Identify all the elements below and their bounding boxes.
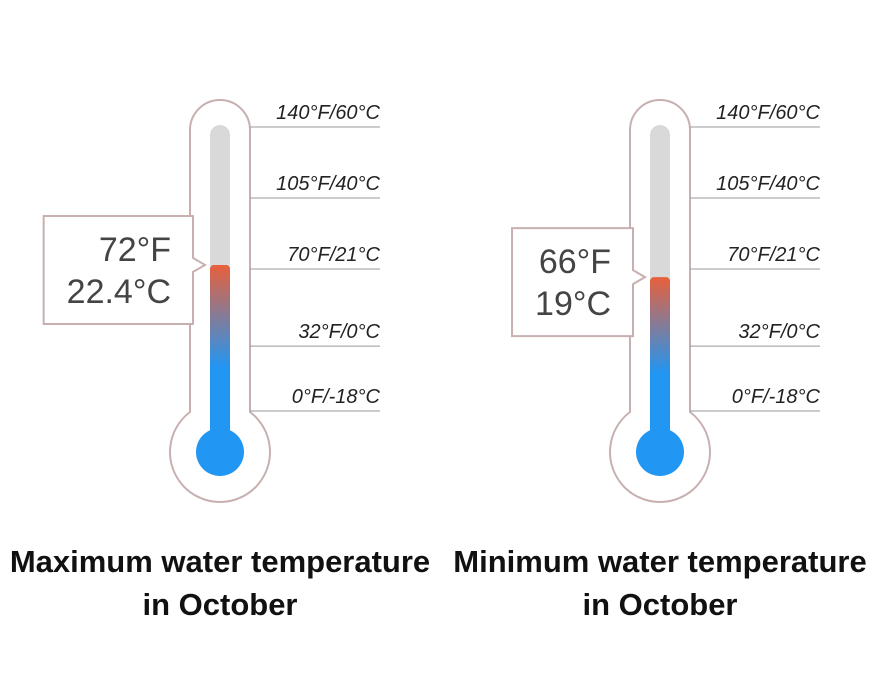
- bulb: [196, 428, 244, 476]
- tick-label: 105°F/40°C: [716, 173, 820, 195]
- tick-label: 105°F/40°C: [276, 173, 380, 195]
- chart-title: Maximum water temperature in October: [9, 544, 431, 622]
- bulb: [636, 428, 684, 476]
- mercury: [210, 264, 230, 452]
- tick-label: 0°F/-18°C: [292, 386, 381, 408]
- tick-label: 140°F/60°C: [276, 102, 380, 124]
- value-label: 72°F: [99, 231, 171, 269]
- value-label: 66°F: [539, 243, 611, 281]
- callout-box: [42, 214, 207, 325]
- callout: 72°F 22.4°C: [42, 214, 207, 325]
- callout: 66°F 19°C: [511, 227, 647, 338]
- callout-box: [511, 227, 647, 338]
- tick-label: 70°F/21°C: [287, 244, 380, 266]
- tick-label: 0°F/-18°C: [732, 386, 821, 408]
- tick-label: 32°F/0°C: [298, 321, 380, 343]
- chart-title: Minimum water temperature in October: [453, 544, 867, 622]
- celsius-label: 22.4°C: [67, 273, 171, 311]
- celsius-label: 19°C: [535, 285, 611, 323]
- tick-label: 70°F/21°C: [727, 244, 820, 266]
- tick-label: 140°F/60°C: [716, 102, 820, 124]
- tick-label: 32°F/0°C: [738, 321, 820, 343]
- mercury: [650, 277, 670, 452]
